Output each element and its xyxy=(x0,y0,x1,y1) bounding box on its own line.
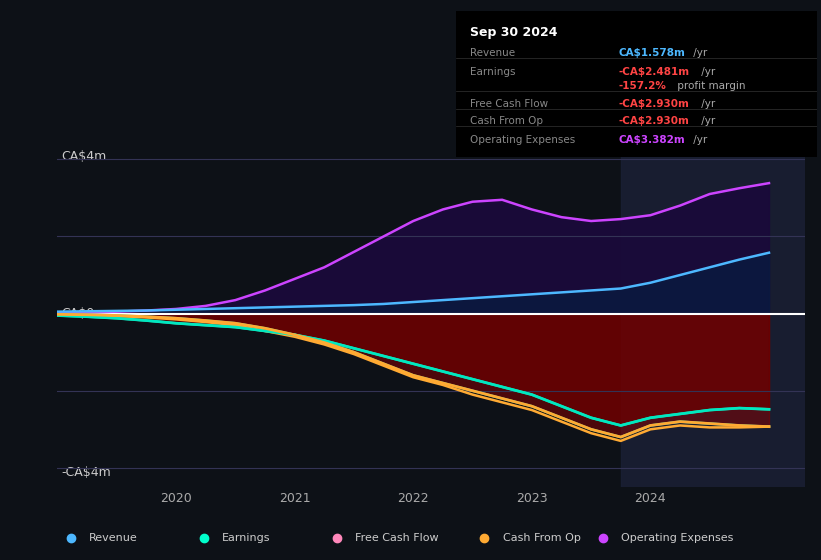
Bar xyxy=(621,140,805,487)
Text: CA$4m: CA$4m xyxy=(62,151,107,164)
Text: -CA$4m: -CA$4m xyxy=(62,465,111,478)
Text: /yr: /yr xyxy=(690,48,707,58)
Text: CA$3.382m: CA$3.382m xyxy=(618,135,685,145)
Text: /yr: /yr xyxy=(698,99,715,109)
Text: -CA$2.481m: -CA$2.481m xyxy=(618,67,690,77)
Text: profit margin: profit margin xyxy=(674,81,745,91)
Text: Revenue: Revenue xyxy=(89,533,138,543)
Text: -CA$2.930m: -CA$2.930m xyxy=(618,116,689,126)
Text: Cash From Op: Cash From Op xyxy=(502,533,580,543)
Text: Revenue: Revenue xyxy=(470,48,516,58)
Text: Sep 30 2024: Sep 30 2024 xyxy=(470,26,557,39)
Text: CA$0: CA$0 xyxy=(62,307,94,320)
Text: Operating Expenses: Operating Expenses xyxy=(470,135,576,145)
Text: /yr: /yr xyxy=(698,116,715,126)
Text: CA$1.578m: CA$1.578m xyxy=(618,48,685,58)
Text: Cash From Op: Cash From Op xyxy=(470,116,544,126)
Text: Free Cash Flow: Free Cash Flow xyxy=(470,99,548,109)
Text: Free Cash Flow: Free Cash Flow xyxy=(355,533,438,543)
Text: /yr: /yr xyxy=(690,135,707,145)
Text: /yr: /yr xyxy=(698,67,715,77)
Text: Earnings: Earnings xyxy=(470,67,516,77)
Text: Operating Expenses: Operating Expenses xyxy=(621,533,733,543)
Text: -157.2%: -157.2% xyxy=(618,81,666,91)
Text: -CA$2.930m: -CA$2.930m xyxy=(618,99,689,109)
Text: Earnings: Earnings xyxy=(222,533,271,543)
